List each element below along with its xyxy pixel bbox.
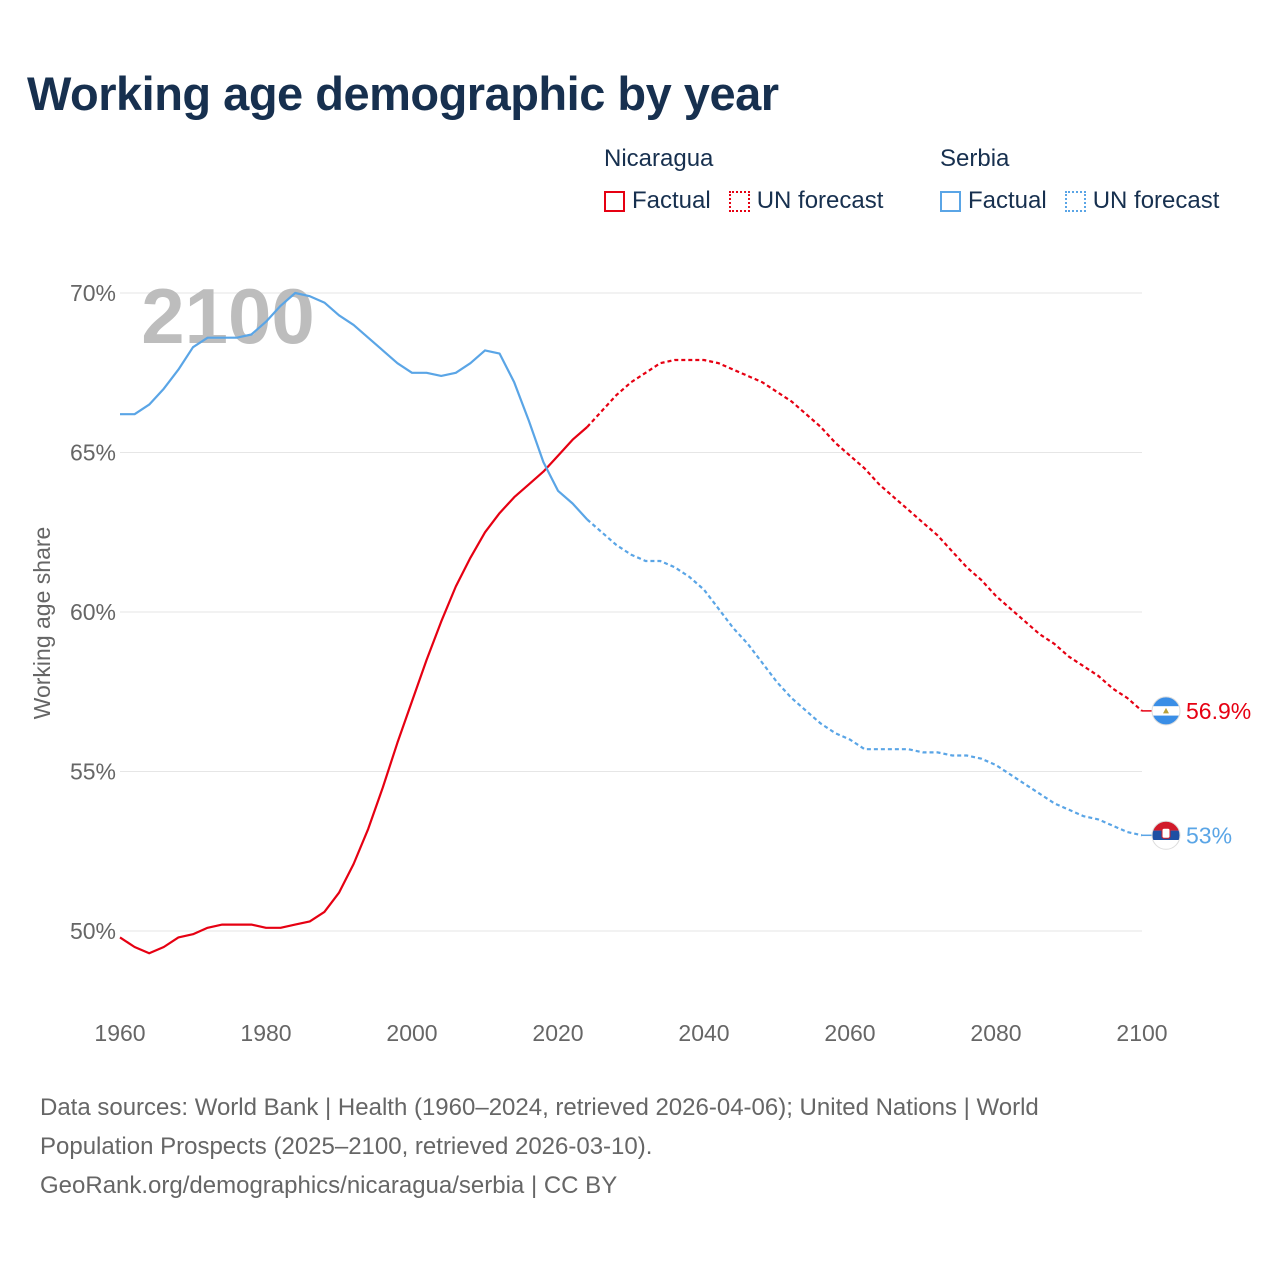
- y-tick-label: 60%: [70, 599, 116, 625]
- legend-nicaragua: Nicaragua Factual UN forecast: [604, 145, 901, 215]
- x-tick-label: 2060: [824, 1020, 875, 1046]
- series-line-serbia-factual[interactable]: [120, 291, 589, 521]
- x-tick-label: 1980: [240, 1020, 291, 1046]
- footer-sources: Data sources: World Bank | Health (1960–…: [40, 1088, 1220, 1205]
- legend-label: UN forecast: [756, 187, 884, 214]
- x-tick-label: 2040: [678, 1020, 729, 1046]
- footer-line-1: Data sources: World Bank | Health (1960–…: [40, 1094, 1039, 1121]
- legend-item-serbia-factual[interactable]: Factual: [940, 187, 1047, 215]
- x-tick-label: 2000: [386, 1020, 437, 1046]
- series-line-serbia-forecast[interactable]: [586, 518, 1143, 837]
- x-tick-label: 1960: [94, 1020, 145, 1046]
- legend-item-nicaragua-factual[interactable]: Factual: [604, 187, 711, 215]
- legend-item-nicaragua-forecast[interactable]: UN forecast: [728, 187, 884, 215]
- x-tick-label: 2100: [1116, 1020, 1167, 1046]
- flag-nicaragua-icon: [1151, 696, 1181, 726]
- legend-serbia: Serbia Factual UN forecast: [940, 145, 1219, 215]
- legend-label: Factual: [968, 187, 1047, 214]
- series-line-nicaragua-factual[interactable]: [119, 426, 588, 955]
- y-tick-label: 65%: [70, 440, 116, 466]
- legend-swatch-dotted-icon: [728, 190, 750, 212]
- footer-line-2: Population Prospects (2025–2100, retriev…: [40, 1133, 653, 1160]
- chart-area: 50% 55% 60% 65% 70% 2100 Working age share 5…: [29, 272, 1251, 1046]
- flag-serbia-icon: [1151, 820, 1181, 850]
- legend-item-serbia-forecast[interactable]: UN forecast: [1064, 187, 1220, 215]
- legend-swatch-dotted-icon: [1064, 190, 1086, 212]
- x-tick-label: 2020: [532, 1020, 583, 1046]
- chart-title: Working age demographic by year: [27, 67, 779, 120]
- series-line-nicaragua-forecast[interactable]: [586, 358, 1143, 712]
- y-tick-label: 55%: [70, 759, 116, 785]
- legend-label: Factual: [632, 187, 711, 214]
- legend-group-title-serbia: Serbia: [940, 145, 1010, 172]
- end-value-label-nicaragua: 56.9%: [1186, 698, 1251, 724]
- x-tick-label: 2080: [970, 1020, 1021, 1046]
- legend-swatch-solid-icon: [940, 190, 961, 212]
- legend-swatch-solid-icon: [604, 190, 625, 212]
- y-tick-label: 50%: [70, 918, 116, 944]
- legend-label: UN forecast: [1092, 187, 1220, 214]
- footer-line-3[interactable]: GeoRank.org/demographics/nicaragua/serbi…: [40, 1172, 618, 1199]
- legend-group-title-nicaragua: Nicaragua: [604, 145, 714, 172]
- y-tick-label: 70%: [70, 280, 116, 306]
- y-axis-title: Working age share: [29, 527, 55, 720]
- end-value-label-serbia: 53%: [1186, 822, 1232, 848]
- year-watermark: 2100: [141, 272, 315, 360]
